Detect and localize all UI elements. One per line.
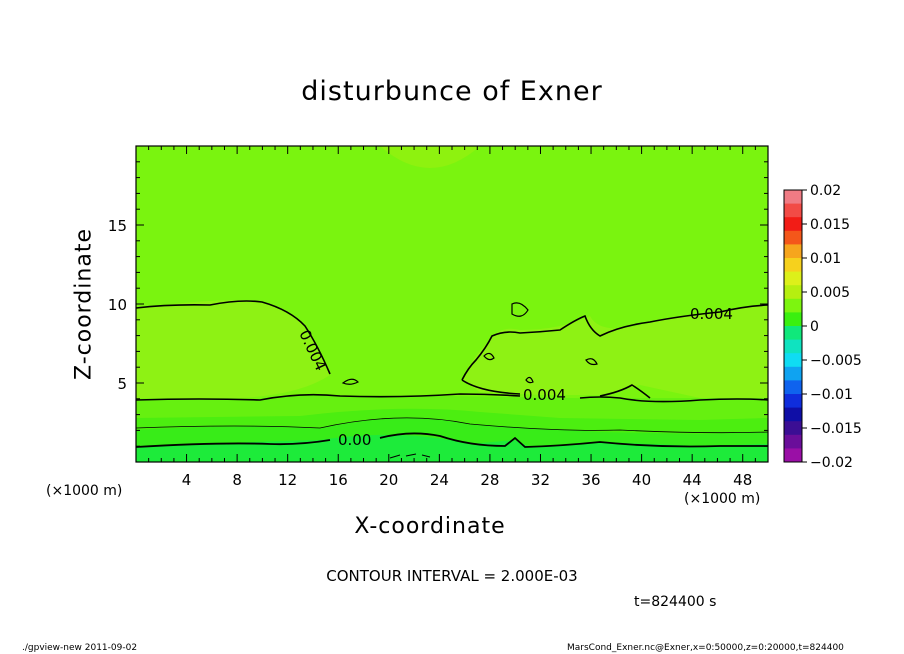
time-label: t=824400 s	[634, 594, 717, 610]
x-tick-label: 8	[232, 471, 242, 489]
x-axis-label: X-coordinate	[354, 514, 506, 539]
y-axis-label: Z-coordinate	[71, 228, 97, 380]
x-unit-label-left: (×1000 m)	[46, 483, 123, 499]
x-tick-label: 36	[581, 471, 600, 489]
x-tick-label: 4	[182, 471, 192, 489]
x-tick-label: 12	[278, 471, 297, 489]
colorbar-swatch	[784, 190, 802, 205]
colorbar-swatch	[784, 203, 802, 218]
x-tick-label: 44	[683, 471, 702, 489]
colorbar-swatch	[784, 434, 802, 449]
x-tick-label: 48	[733, 471, 752, 489]
colorbar-swatch	[784, 421, 802, 436]
colorbar-swatch	[784, 285, 802, 300]
x-tick-label: 32	[531, 471, 550, 489]
colorbar-swatch	[784, 244, 802, 259]
colorbar-swatch	[784, 326, 802, 341]
colorbar-swatch	[784, 312, 802, 327]
colorbar-swatch	[784, 448, 802, 463]
chart-title: disturbunce of Exner	[301, 76, 603, 107]
colorbar-label: −0.02	[810, 455, 853, 471]
colorbar-label: 0	[810, 319, 819, 335]
x-tick-label: 20	[379, 471, 398, 489]
colorbar-label: 0.005	[810, 285, 850, 301]
x-tick-label: 40	[632, 471, 651, 489]
colorbar-swatch	[784, 271, 802, 286]
contour-fill	[136, 146, 768, 462]
contour-interval-text: CONTOUR INTERVAL = 2.000E-03	[326, 567, 578, 585]
contour-label: 0.004	[523, 386, 566, 404]
contour-lines	[136, 300, 768, 459]
colorbar-swatch	[784, 353, 802, 368]
colorbar-swatch	[784, 394, 802, 409]
colorbar-swatch	[784, 339, 802, 354]
colorbar-swatch	[784, 366, 802, 381]
colorbar: 0.02 0.015 0.01 0.005 0 −0.005 −0.01 −0.015 −0.0…	[783, 183, 862, 471]
footer-left: ./gpview-new 2011-09-02	[22, 643, 138, 653]
x-unit-label-right: (×1000 m)	[684, 491, 761, 507]
x-tick-label: 24	[430, 471, 449, 489]
contour-label: 0.004	[690, 305, 733, 323]
colorbar-label: −0.015	[810, 421, 862, 437]
colorbar-label: 0.02	[810, 183, 841, 199]
colorbar-label: 0.01	[810, 251, 841, 267]
colorbar-swatch	[784, 380, 802, 395]
y-tick-label: 15	[108, 217, 127, 235]
contour-label-group: 0.004 0.004 0.004 0.00	[295, 305, 733, 449]
colorbar-swatch	[784, 407, 802, 422]
colorbar-swatch	[784, 298, 802, 313]
colorbar-label: −0.01	[810, 387, 853, 403]
x-tick-label: 16	[329, 471, 348, 489]
y-tick-label: 10	[108, 296, 127, 314]
colorbar-label: −0.005	[810, 353, 862, 369]
x-tick-label: 28	[480, 471, 499, 489]
colorbar-swatch	[784, 217, 802, 232]
y-tick-label: 5	[117, 375, 127, 393]
colorbar-swatch	[784, 230, 802, 245]
colorbar-swatch	[784, 258, 802, 273]
colorbar-label: 0.015	[810, 217, 850, 233]
footer-right: MarsCond_Exner.nc@Exner,x=0:50000,z=0:20…	[567, 643, 844, 653]
contour-label: 0.00	[338, 431, 371, 449]
